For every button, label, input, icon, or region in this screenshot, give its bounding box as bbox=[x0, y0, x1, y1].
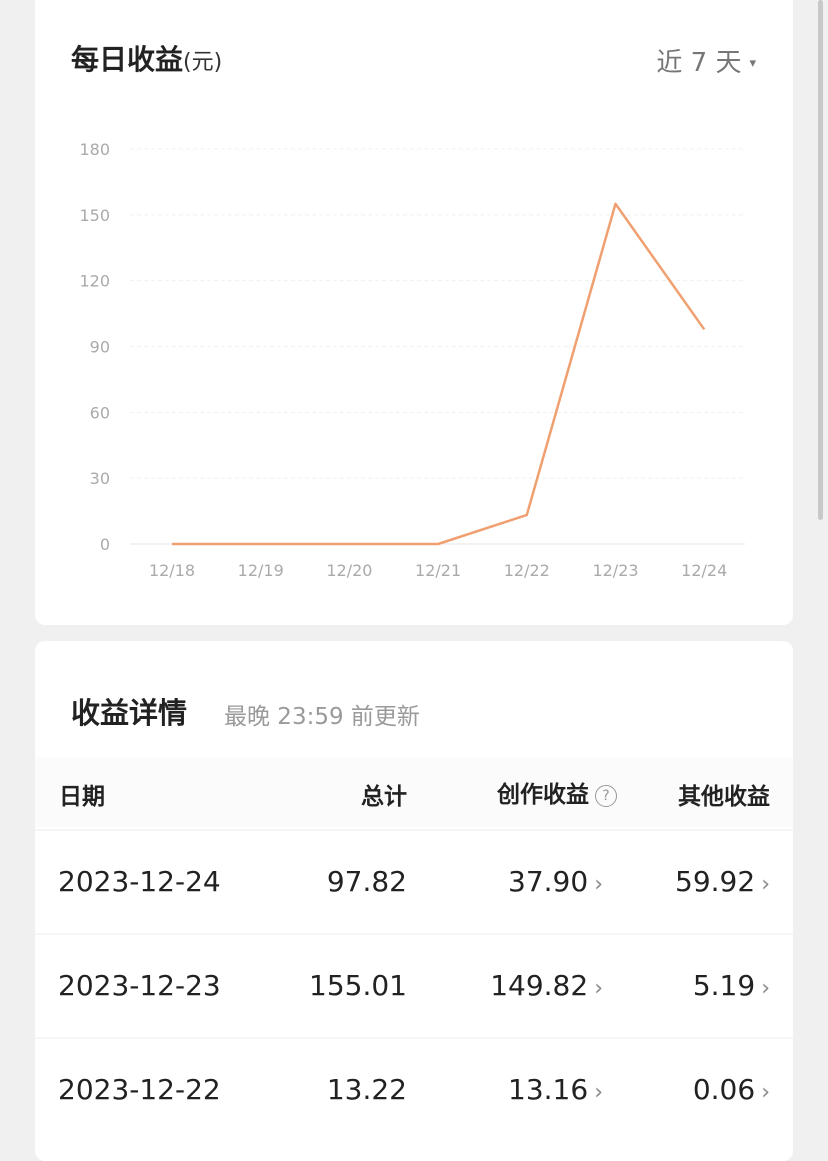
header-creation-text: 创作收益 bbox=[497, 782, 589, 808]
table-header: 日期 总计 创作收益? 其他收益 bbox=[35, 757, 793, 827]
table-row: 2023-12-24 97.82 37.90› 59.92› bbox=[35, 829, 793, 935]
row-date: 2023-12-22 bbox=[58, 1073, 221, 1106]
y-tick-label: 180 bbox=[79, 140, 110, 159]
y-tick-label: 0 bbox=[100, 535, 110, 554]
row-other-link[interactable]: 0.06› bbox=[693, 1073, 770, 1106]
chevron-right-icon: › bbox=[761, 976, 770, 1001]
y-tick-label: 60 bbox=[90, 403, 110, 422]
header-date: 日期 bbox=[59, 777, 105, 811]
help-icon[interactable]: ? bbox=[595, 785, 617, 807]
row-creation: 37.90 bbox=[508, 865, 588, 898]
chevron-right-icon: › bbox=[594, 1080, 603, 1105]
row-other-link[interactable]: 5.19› bbox=[693, 969, 770, 1002]
row-other: 59.92 bbox=[675, 865, 755, 898]
row-date: 2023-12-23 bbox=[58, 969, 221, 1002]
row-creation-link[interactable]: 37.90› bbox=[508, 865, 603, 898]
row-total: 97.82 bbox=[327, 865, 407, 898]
header-total: 总计 bbox=[361, 777, 407, 811]
series-line bbox=[172, 204, 704, 544]
row-other-link[interactable]: 59.92› bbox=[675, 865, 770, 898]
update-note: 最晚 23:59 前更新 bbox=[224, 697, 420, 731]
chevron-right-icon: › bbox=[761, 1080, 770, 1105]
row-total: 155.01 bbox=[309, 969, 407, 1002]
table-row: 2023-12-22 13.22 13.16› 0.06› bbox=[35, 1037, 793, 1143]
header-other: 其他收益 bbox=[678, 777, 770, 811]
header-creation: 创作收益? bbox=[497, 775, 617, 809]
details-title: 收益详情 bbox=[71, 690, 187, 732]
x-tick-label: 12/18 bbox=[149, 561, 195, 580]
x-tick-label: 12/20 bbox=[326, 561, 372, 580]
table-row: 2023-12-23 155.01 149.82› 5.19› bbox=[35, 933, 793, 1039]
row-creation: 13.16 bbox=[508, 1073, 588, 1106]
row-total: 13.22 bbox=[327, 1073, 407, 1106]
row-other: 5.19 bbox=[693, 969, 755, 1002]
row-creation-link[interactable]: 149.82› bbox=[490, 969, 603, 1002]
x-tick-label: 12/23 bbox=[592, 561, 638, 580]
y-tick-label: 30 bbox=[90, 469, 110, 488]
chevron-right-icon: › bbox=[594, 872, 603, 897]
x-tick-label: 12/24 bbox=[681, 561, 727, 580]
earnings-line-chart: 0 30 60 90 120 150 180 12/18 12/19 12/20 12/21 12/2… bbox=[0, 0, 828, 625]
y-tick-label: 90 bbox=[90, 338, 110, 357]
row-creation-link[interactable]: 13.16› bbox=[508, 1073, 603, 1106]
chevron-right-icon: › bbox=[761, 872, 770, 897]
chevron-right-icon: › bbox=[594, 976, 603, 1001]
scrollbar[interactable] bbox=[818, 0, 823, 520]
y-tick-label: 120 bbox=[79, 272, 110, 291]
row-creation: 149.82 bbox=[490, 969, 588, 1002]
row-other: 0.06 bbox=[693, 1073, 755, 1106]
x-tick-label: 12/19 bbox=[238, 561, 284, 580]
y-tick-label: 150 bbox=[79, 206, 110, 225]
row-date: 2023-12-24 bbox=[58, 865, 221, 898]
x-tick-label: 12/22 bbox=[504, 561, 550, 580]
x-tick-label: 12/21 bbox=[415, 561, 461, 580]
